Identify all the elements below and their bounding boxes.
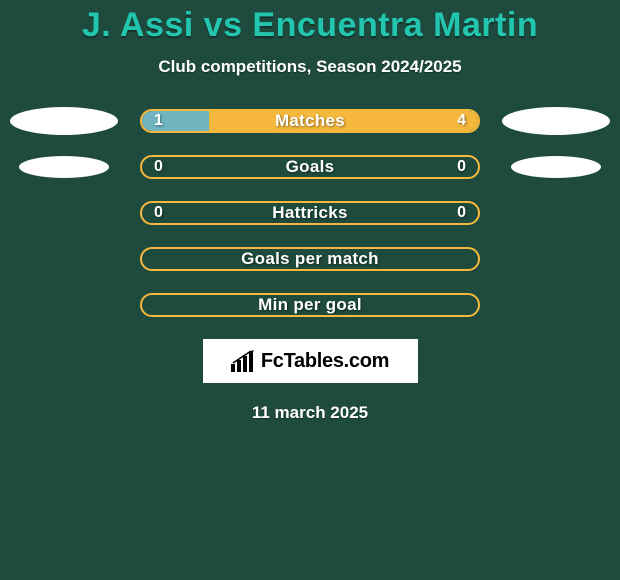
stat-label: Hattricks (142, 203, 478, 223)
left-ellipse-slot (4, 156, 124, 178)
right-ellipse-slot (496, 156, 616, 178)
stat-label: Matches (142, 111, 478, 131)
page-title: J. Assi vs Encuentra Martin (0, 0, 620, 45)
stat-row: Min per goal (0, 293, 620, 317)
right-ellipse-slot (496, 107, 616, 135)
logo-text: FcTables.com (261, 350, 389, 373)
stat-bar: 00Goals (140, 155, 480, 179)
stat-row: Goals per match (0, 247, 620, 271)
logo-box: FcTables.com (203, 339, 418, 383)
stat-label: Goals (142, 157, 478, 177)
player-left-ellipse (10, 107, 118, 135)
stat-row: 00Hattricks (0, 201, 620, 225)
stat-label: Goals per match (142, 249, 478, 269)
stat-bar: 14Matches (140, 109, 480, 133)
stat-bar: 00Hattricks (140, 201, 480, 225)
player-left-ellipse (19, 156, 109, 178)
player-right-ellipse (511, 156, 601, 178)
barchart-icon (231, 350, 255, 372)
stat-bar: Goals per match (140, 247, 480, 271)
date-line: 11 march 2025 (0, 403, 620, 423)
player-right-ellipse (502, 107, 610, 135)
stat-rows-container: 14Matches 00Goals 00Hattricks Goals per mat… (0, 109, 620, 317)
stat-row: 00Goals (0, 155, 620, 179)
subtitle: Club competitions, Season 2024/2025 (0, 57, 620, 77)
stat-row: 14Matches (0, 109, 620, 133)
left-ellipse-slot (4, 107, 124, 135)
stat-bar: Min per goal (140, 293, 480, 317)
stat-label: Min per goal (142, 295, 478, 315)
comparison-infographic: J. Assi vs Encuentra Martin Club competi… (0, 0, 620, 580)
